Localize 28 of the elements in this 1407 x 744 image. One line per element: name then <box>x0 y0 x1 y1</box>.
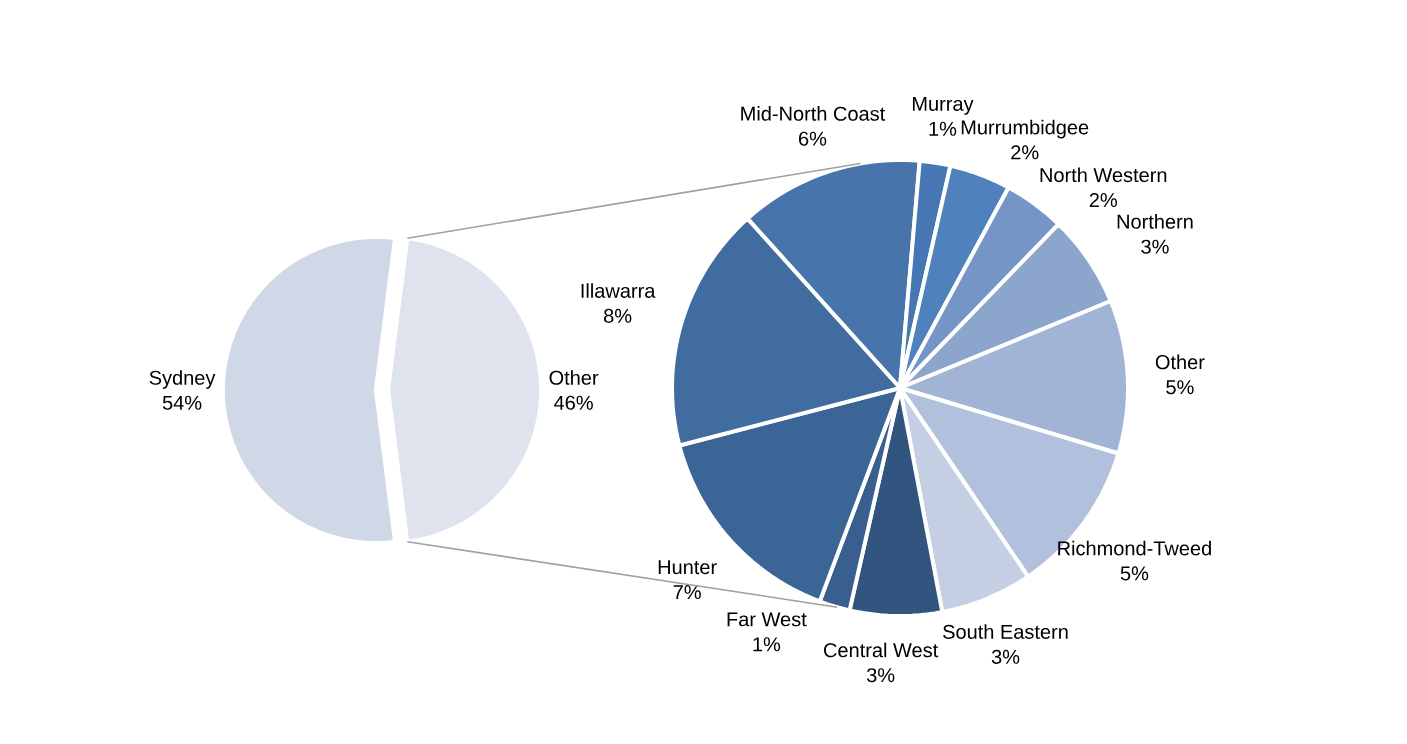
slice-label: Illawarra <box>581 283 656 298</box>
data-label: 8% <box>604 308 632 323</box>
data-label: 46% <box>554 395 593 410</box>
slice-label: Northern <box>1117 214 1193 229</box>
slice-label: Mid-North Coast <box>741 106 886 121</box>
data-label: 1% <box>753 637 781 652</box>
slice-label: North Western <box>1040 167 1167 183</box>
slice-label: Central West <box>824 642 939 658</box>
data-label: 5% <box>1166 380 1194 395</box>
data-label: 5% <box>1120 566 1149 581</box>
slice-label: Richmond-Tweed <box>1058 540 1211 556</box>
slice-label: South Eastern <box>943 624 1068 639</box>
slice-label: Murrumbidgee <box>961 119 1089 139</box>
data-label: 7% <box>673 585 701 600</box>
data-label: 1% <box>929 121 957 136</box>
data-label: 3% <box>866 668 895 683</box>
slice-label: Far West <box>727 612 807 627</box>
slice-label: Hunter <box>658 560 717 575</box>
slice-label: Other <box>1155 354 1205 370</box>
slice-label: Sydney <box>149 370 216 389</box>
data-label: 54% <box>162 395 202 410</box>
data-label: 6% <box>799 131 827 146</box>
data-label: 3% <box>991 649 1020 664</box>
slice-label: Murray <box>912 96 974 115</box>
data-label: 2% <box>1089 192 1117 208</box>
data-label: 3% <box>1141 239 1169 254</box>
slice-label: Other <box>549 370 599 385</box>
data-label: 2% <box>1011 145 1039 160</box>
